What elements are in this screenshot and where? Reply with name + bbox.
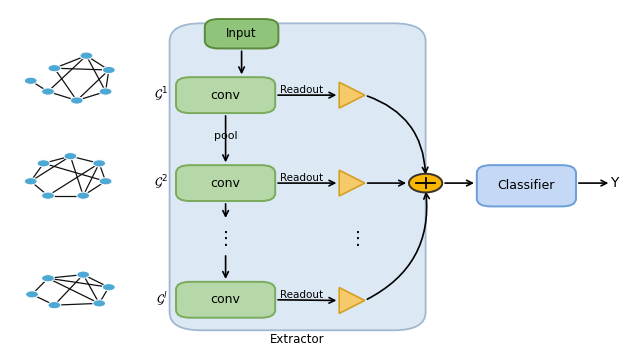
FancyBboxPatch shape [205, 19, 278, 48]
Text: Readout: Readout [280, 290, 323, 300]
Text: Classifier: Classifier [498, 179, 555, 192]
FancyBboxPatch shape [477, 165, 576, 206]
Text: conv: conv [211, 89, 241, 102]
Text: Readout: Readout [280, 173, 323, 183]
Text: conv: conv [211, 293, 241, 306]
Text: Readout: Readout [280, 85, 323, 95]
Text: conv: conv [211, 177, 241, 190]
Circle shape [42, 88, 54, 95]
Text: Extractor: Extractor [270, 333, 325, 346]
Circle shape [70, 97, 83, 104]
Text: ⋮: ⋮ [217, 230, 235, 248]
Circle shape [26, 291, 38, 298]
Text: Y: Y [610, 176, 619, 190]
Text: $\mathcal{G}^1$: $\mathcal{G}^1$ [154, 86, 168, 104]
Circle shape [48, 302, 61, 309]
Circle shape [24, 77, 37, 84]
Circle shape [102, 284, 115, 291]
Circle shape [80, 52, 93, 59]
FancyBboxPatch shape [176, 77, 275, 113]
Circle shape [64, 153, 77, 160]
Circle shape [48, 65, 61, 72]
Circle shape [99, 178, 112, 185]
Circle shape [24, 178, 37, 185]
FancyBboxPatch shape [170, 23, 426, 330]
Text: $\mathcal{G}^2$: $\mathcal{G}^2$ [154, 174, 168, 192]
Text: pool: pool [214, 131, 237, 141]
Text: Input: Input [227, 27, 257, 40]
Polygon shape [339, 170, 365, 196]
Text: $\mathcal{G}^l$: $\mathcal{G}^l$ [156, 291, 168, 308]
FancyBboxPatch shape [176, 282, 275, 318]
Circle shape [42, 192, 54, 199]
Circle shape [93, 160, 106, 167]
Circle shape [99, 88, 112, 95]
Polygon shape [339, 288, 365, 313]
Circle shape [93, 300, 106, 307]
Circle shape [77, 271, 90, 278]
Circle shape [409, 174, 442, 192]
Circle shape [102, 66, 115, 74]
Circle shape [77, 192, 90, 199]
Polygon shape [339, 82, 365, 108]
FancyBboxPatch shape [176, 165, 275, 201]
Circle shape [37, 160, 50, 167]
Circle shape [42, 275, 54, 282]
Text: ⋮: ⋮ [349, 230, 367, 248]
